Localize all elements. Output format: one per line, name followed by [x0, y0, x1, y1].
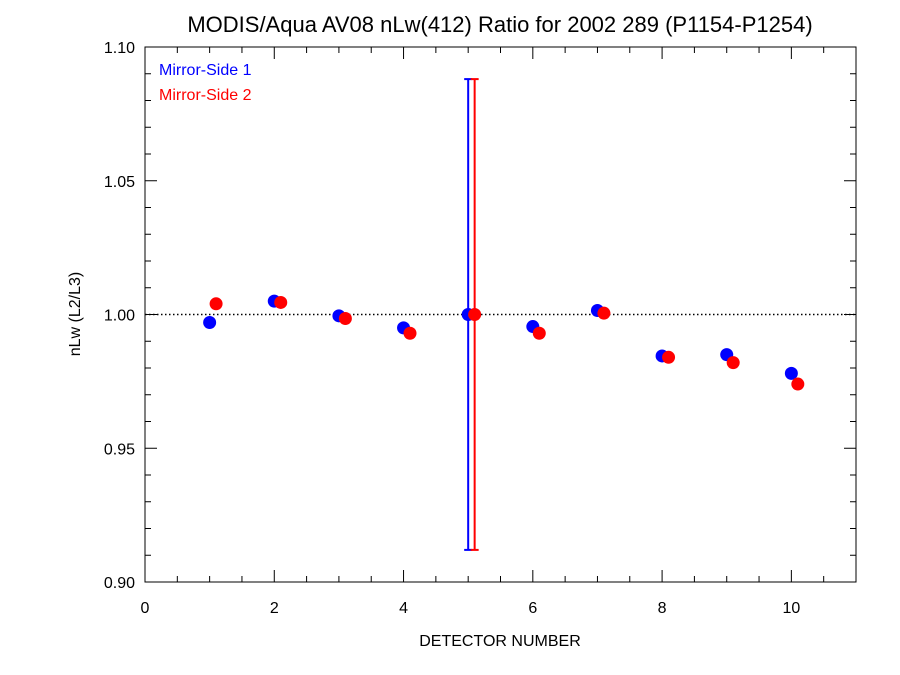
data-point-series-2 [791, 377, 805, 391]
legend-entry-mirror-side-2: Mirror-Side 2 [159, 87, 252, 104]
y-tick-label: 0.90 [104, 575, 135, 592]
legend: Mirror-Side 1 Mirror-Side 2 [159, 62, 252, 104]
data-point-series-2 [468, 308, 482, 321]
data-point-series-1 [203, 316, 217, 330]
data-point-series-2 [403, 326, 417, 340]
y-tick-label: 1.10 [104, 40, 135, 57]
axis-ticks [144, 46, 857, 583]
x-tick-label: 0 [141, 600, 150, 617]
y-axis-label: nLw (L2/L3) [67, 272, 84, 357]
data-point-series-2 [662, 350, 676, 364]
data-point-series-2 [274, 295, 288, 309]
x-tick-label: 8 [658, 600, 667, 617]
data-point-series-2 [597, 306, 611, 320]
axis-tick-labels: 0 2 4 6 8 10 0.90 0.95 1.00 1.05 1.10 [104, 40, 801, 617]
legend-entry-mirror-side-1: Mirror-Side 1 [159, 62, 252, 79]
data-point-series-2 [338, 312, 352, 326]
y-tick-label: 1.05 [104, 174, 135, 191]
x-tick-label: 10 [782, 600, 800, 617]
data-point-series-2 [532, 326, 546, 340]
y-tick-label: 0.95 [104, 441, 135, 458]
data-point-series-1 [784, 366, 798, 380]
x-tick-label: 6 [528, 600, 537, 617]
data-points [203, 294, 805, 391]
y-tick-label: 1.00 [104, 308, 135, 325]
x-tick-label: 4 [399, 600, 408, 617]
data-point-series-2 [726, 356, 740, 370]
x-tick-label: 2 [270, 600, 279, 617]
x-axis-label: DETECTOR NUMBER [419, 633, 581, 650]
chart-title: MODIS/Aqua AV08 nLw(412) Ratio for 2002 … [187, 12, 812, 37]
data-point-series-2 [209, 297, 223, 311]
